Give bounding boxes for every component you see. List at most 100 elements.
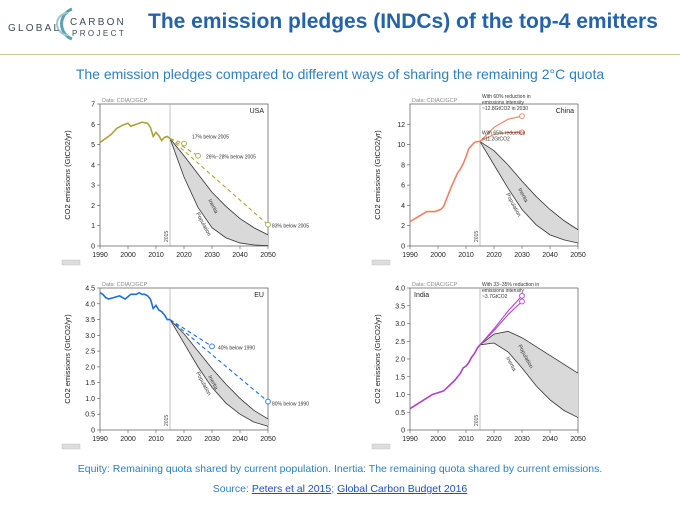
x-tick-label: 2010: [148, 436, 164, 443]
x-tick-label: 2000: [430, 436, 446, 443]
chart-china: Data: CDIAC/GCP Inertia Population 2015 With…: [370, 94, 620, 276]
y-tick-label: 5: [91, 142, 95, 149]
license-badge-icon: [61, 443, 81, 450]
x-tick-label: 2040: [542, 436, 558, 443]
y-tick-label: 0: [401, 244, 405, 251]
x-tick-label: 2040: [232, 252, 248, 259]
pledge-marker: [265, 398, 271, 405]
y-tick-label: 2.0: [395, 357, 405, 364]
chart-eu: Data: CDIAC/GCP Inertia Population 2015 40% …: [60, 280, 310, 460]
y-tick-label: 12: [397, 122, 405, 129]
y-axis-label: CO2 emissions (GtCO2/yr): [63, 314, 72, 404]
band-upper-line: [479, 141, 579, 231]
x-tick-label: 2010: [148, 252, 164, 259]
x-tick-label: 1990: [402, 252, 418, 259]
year-marker-label: 2015: [474, 415, 480, 426]
pledge-label: With 33−35% reduction in emissions intens…: [482, 282, 539, 300]
quota-band: [170, 319, 268, 427]
y-tick-label: 4.5: [85, 286, 95, 293]
source-prefix: Source:: [212, 483, 252, 495]
x-tick-label: 2050: [260, 252, 276, 259]
x-tick-label: 2010: [458, 436, 474, 443]
y-tick-label: 2.0: [85, 364, 95, 371]
y-tick-label: 10: [397, 142, 405, 149]
y-tick-label: 1: [91, 223, 95, 230]
logo-word-project: PROJECT: [72, 29, 127, 38]
y-tick-label: 3.5: [395, 303, 405, 310]
x-tick-label: 1990: [92, 436, 108, 443]
footnote-definitions: Equity: Remaining quota shared by curren…: [77, 463, 603, 475]
pledge-line: [169, 319, 213, 347]
y-tick-label: 2.5: [395, 339, 405, 346]
chart-source-label: Data: CDIAC/GCP: [102, 282, 148, 288]
y-tick-label: 4.0: [395, 286, 405, 293]
chart-usa: Data: CDIAC/GCP Inertia Population 2015 17% …: [60, 96, 310, 276]
pledge-line: [479, 301, 523, 346]
pledge-marker: [519, 298, 525, 305]
y-tick-label: 6: [401, 183, 405, 190]
x-tick-label: 2030: [514, 436, 530, 443]
band-upper-line: [169, 138, 269, 236]
x-tick-label: 2010: [458, 252, 474, 259]
y-tick-label: 8: [401, 162, 405, 169]
region-label: India: [414, 292, 429, 299]
pledge-label: 80% below 1990: [272, 402, 309, 408]
x-tick-label: 2030: [204, 252, 220, 259]
pledge-line: [479, 295, 523, 346]
pledge-line: [169, 138, 199, 157]
y-tick-label: 0: [91, 428, 95, 435]
pledge-marker: [519, 113, 525, 120]
x-tick-label: 1990: [402, 436, 418, 443]
pledge-marker: [195, 152, 201, 159]
band-lower-line: [479, 141, 579, 244]
y-tick-label: 3.0: [85, 333, 95, 340]
page-title: The emission pledges (INDCs) of the top-…: [148, 10, 658, 33]
x-tick-label: 2020: [486, 252, 502, 259]
pledge-label: With 65% reduction ~11.2GtCO2: [482, 130, 526, 142]
x-tick-label: 1990: [92, 252, 108, 259]
x-tick-label: 2000: [430, 252, 446, 259]
year-marker-label: 2015: [164, 415, 170, 426]
historical-line: [99, 291, 170, 321]
chart-india-svg: Data: CDIAC/GCPPopulationInertia2015With…: [371, 282, 586, 450]
region-label: USA: [250, 108, 265, 115]
y-tick-label: 0: [91, 244, 95, 251]
y-tick-label: 1.5: [395, 374, 405, 381]
x-tick-label: 2050: [570, 252, 586, 259]
logo-arc-icon: [56, 7, 73, 41]
y-tick-label: 3.0: [395, 321, 405, 328]
x-tick-label: 2020: [176, 252, 192, 259]
y-tick-label: 1.0: [395, 392, 405, 399]
footnote-source: Source: Peters et al 2015; Global Carbon…: [0, 483, 680, 495]
y-tick-label: 3: [91, 183, 95, 190]
y-tick-label: 1.5: [85, 380, 95, 387]
band-upper-line: [479, 330, 579, 374]
chart-source-label: Data: CDIAC/GCP: [102, 98, 148, 104]
y-tick-label: 3.5: [85, 317, 95, 324]
chart-china-svg: Data: CDIAC/GCPInertiaPopulation2015With…: [371, 94, 586, 266]
pledge-marker: [519, 129, 525, 136]
source-link-gcb[interactable]: Global Carbon Budget 2016: [337, 483, 468, 495]
source-link-peters[interactable]: Peters et al 2015: [251, 483, 332, 495]
x-tick-label: 2050: [570, 436, 586, 443]
x-tick-label: 2030: [204, 436, 220, 443]
title-divider: [0, 54, 680, 55]
x-tick-label: 2020: [486, 436, 502, 443]
pledge-marker: [519, 292, 525, 299]
pledge-line: [479, 131, 522, 143]
y-axis-label: CO2 emissions (GtCO2/yr): [373, 314, 382, 404]
quota-band: [480, 331, 578, 418]
x-tick-label: 2000: [120, 252, 136, 259]
x-tick-label: 2020: [176, 436, 192, 443]
gcp-logo[interactable]: GLOBAL CARBON PROJECT: [8, 6, 128, 48]
license-badge-icon: [61, 259, 81, 266]
year-marker-label: 2015: [474, 231, 480, 242]
historical-line: [409, 344, 481, 410]
x-tick-label: 2000: [120, 436, 136, 443]
pledge-label: 83% below 2005: [272, 224, 309, 230]
x-tick-label: 2030: [514, 252, 530, 259]
quota-band: [480, 141, 578, 243]
chart-eu-svg: Data: CDIAC/GCPInertiaPopulation201540% …: [61, 282, 309, 450]
logo-word-global: GLOBAL: [8, 23, 62, 34]
pledge-line: [169, 138, 269, 226]
